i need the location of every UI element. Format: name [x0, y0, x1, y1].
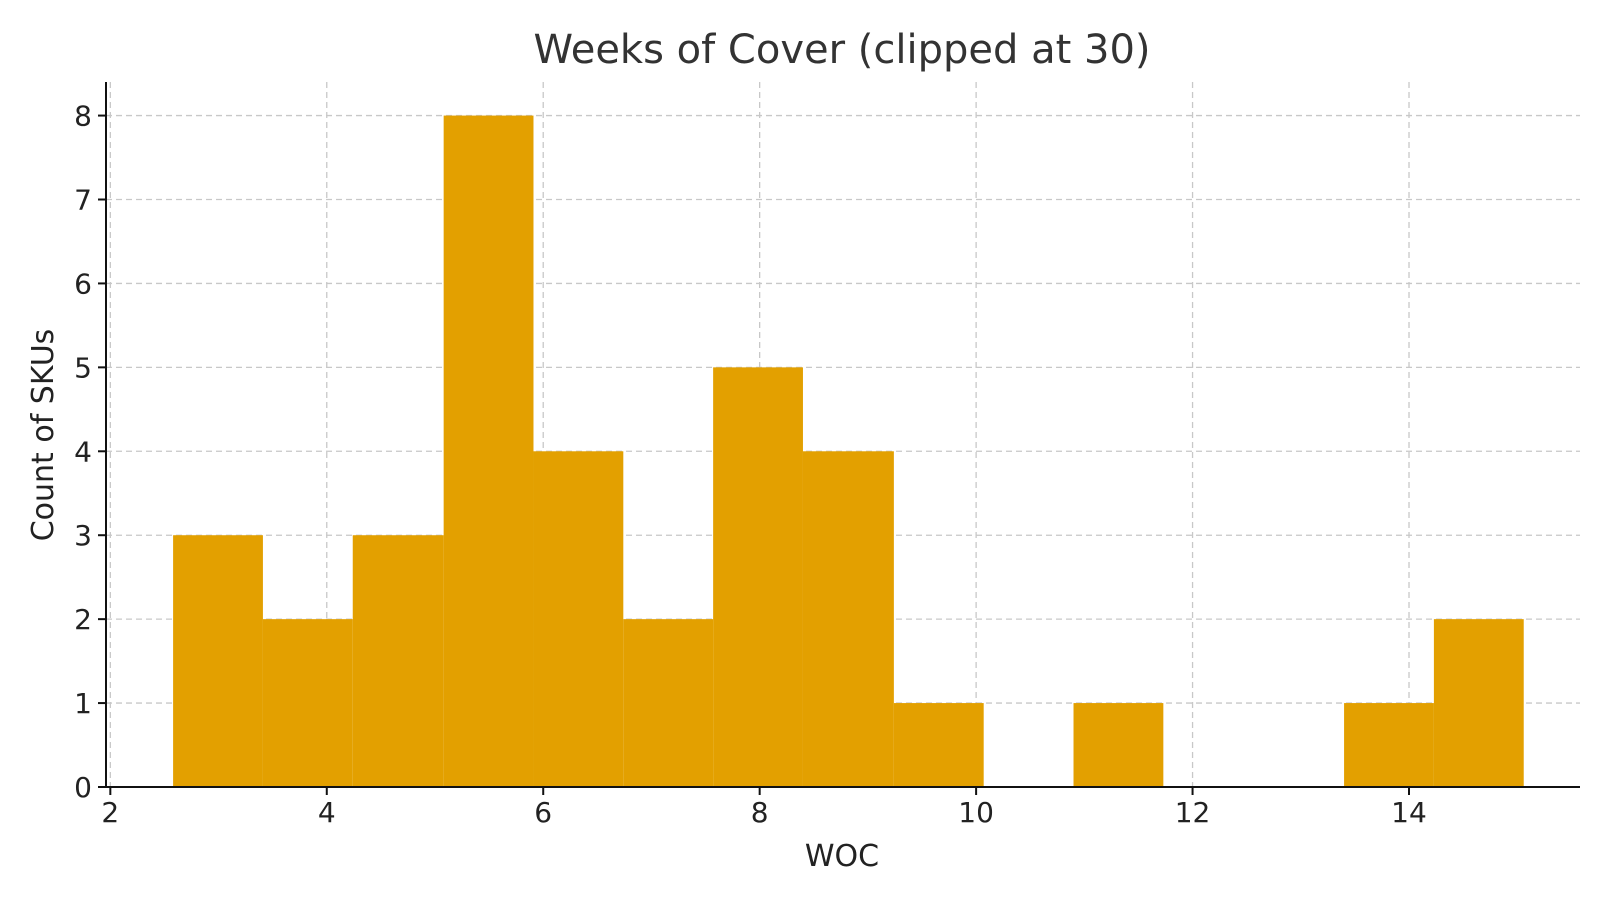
- y-tick-label-2: 2: [74, 603, 92, 636]
- y-tick-label-1: 1: [74, 687, 92, 720]
- chart-title: Weeks of Cover (clipped at 30): [534, 27, 1151, 73]
- x-tick-label-14: 14: [1391, 796, 1427, 829]
- bars-layer: [173, 115, 1524, 788]
- y-tick-label-5: 5: [74, 351, 92, 384]
- y-tick-label-8: 8: [74, 100, 92, 133]
- histogram-bar-5: [623, 619, 714, 787]
- histogram-bar-10: [1073, 703, 1164, 787]
- histogram-bar-7: [802, 451, 894, 787]
- x-tick-label-10: 10: [958, 796, 994, 829]
- y-axis-label: Count of SKUs: [26, 329, 61, 542]
- histogram-bar-3: [443, 115, 534, 788]
- x-tick-label-12: 12: [1175, 796, 1211, 829]
- histogram-bar-1: [262, 619, 353, 787]
- y-tick-label-6: 6: [74, 267, 92, 300]
- x-tick-label-6: 6: [534, 796, 552, 829]
- y-tick-label-3: 3: [74, 519, 92, 552]
- x-axis-label: WOC: [805, 839, 879, 874]
- x-tick-label-4: 4: [318, 796, 336, 829]
- histogram-bar-13: [1344, 703, 1434, 787]
- y-tick-label-4: 4: [74, 435, 92, 468]
- histogram-bar-4: [533, 451, 624, 787]
- x-tick-label-2: 2: [101, 796, 119, 829]
- histogram-bar-0: [173, 535, 263, 787]
- histogram-bar-14: [1433, 619, 1524, 787]
- histogram-bar-8: [893, 703, 984, 787]
- x-tick-label-8: 8: [751, 796, 769, 829]
- histogram-bar-2: [352, 535, 444, 787]
- y-tick-label-0: 0: [74, 771, 92, 804]
- histogram-bar-6: [713, 367, 803, 787]
- y-tick-label-7: 7: [74, 184, 92, 217]
